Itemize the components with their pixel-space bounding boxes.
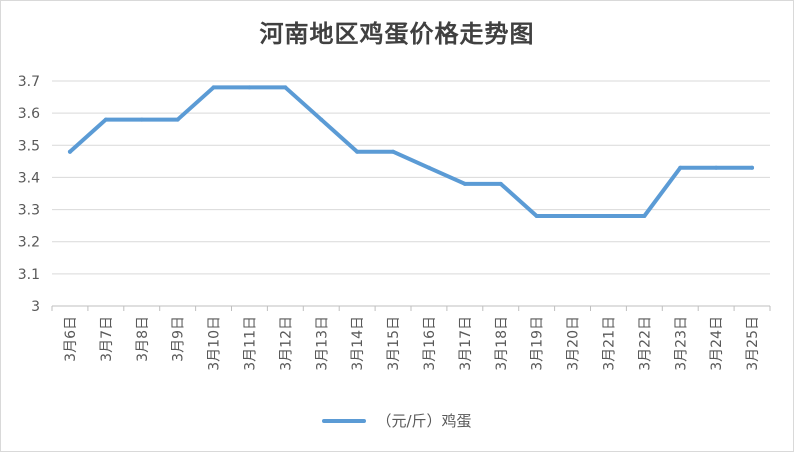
data-point bbox=[750, 165, 755, 170]
legend-label: （元/斤）鸡蛋 bbox=[376, 412, 472, 430]
x-tick-label: 3月20日 bbox=[566, 316, 582, 371]
data-point bbox=[642, 214, 647, 218]
x-tick-label: 3月15日 bbox=[386, 316, 402, 371]
y-tick-label: 3.5 bbox=[18, 138, 40, 154]
data-point bbox=[67, 149, 72, 154]
x-tick-label: 3月23日 bbox=[673, 316, 689, 371]
x-tick-label: 3月11日 bbox=[242, 316, 258, 371]
legend-line-swatch bbox=[322, 418, 367, 423]
data-point bbox=[319, 117, 324, 122]
data-point bbox=[498, 181, 503, 186]
data-point bbox=[175, 117, 180, 122]
x-tick-label: 3月6日 bbox=[63, 316, 79, 362]
data-point bbox=[139, 117, 144, 122]
x-tick-label: 3月9日 bbox=[171, 316, 187, 362]
y-tick-label: 3.6 bbox=[18, 106, 40, 122]
data-point bbox=[570, 214, 575, 218]
data-point bbox=[462, 181, 467, 186]
data-point bbox=[103, 117, 108, 122]
data-point bbox=[247, 85, 252, 90]
x-tick-label: 3月14日 bbox=[350, 316, 366, 371]
data-point bbox=[211, 85, 216, 90]
x-tick-label: 3月19日 bbox=[530, 316, 546, 371]
y-tick-label: 3.3 bbox=[18, 203, 40, 219]
x-tick-label: 3月13日 bbox=[314, 316, 330, 371]
x-tick-label: 3月24日 bbox=[709, 316, 725, 371]
y-tick-label: 3.4 bbox=[18, 170, 40, 186]
data-point bbox=[391, 149, 396, 154]
x-tick-label: 3月21日 bbox=[601, 316, 617, 371]
y-tick-label: 3.2 bbox=[18, 235, 40, 251]
data-point bbox=[678, 165, 683, 170]
x-tick-label: 3月17日 bbox=[458, 316, 474, 371]
x-tick-label: 3月8日 bbox=[135, 316, 151, 362]
y-tick-label: 3 bbox=[31, 299, 40, 315]
data-point bbox=[426, 165, 431, 170]
chart-title: 河南地区鸡蛋价格走势图 bbox=[259, 19, 535, 48]
chart-legend: （元/斤）鸡蛋 bbox=[0, 410, 794, 431]
data-point bbox=[714, 165, 719, 170]
y-tick-label: 3.1 bbox=[18, 267, 40, 283]
x-tick-label: 3月7日 bbox=[99, 316, 115, 362]
data-point bbox=[534, 214, 539, 218]
data-point bbox=[355, 149, 360, 154]
x-tick-label: 3月22日 bbox=[637, 316, 653, 371]
series-line bbox=[67, 85, 755, 218]
data-point bbox=[283, 85, 288, 90]
x-tick-label: 3月10日 bbox=[207, 316, 223, 371]
x-tick-label: 3月18日 bbox=[494, 316, 510, 371]
data-point bbox=[606, 214, 611, 218]
x-tick-label: 3月12日 bbox=[278, 316, 294, 371]
x-tick-label: 3月25日 bbox=[745, 316, 761, 371]
y-tick-label: 3.7 bbox=[18, 74, 40, 90]
x-tick-label: 3月16日 bbox=[422, 316, 438, 371]
